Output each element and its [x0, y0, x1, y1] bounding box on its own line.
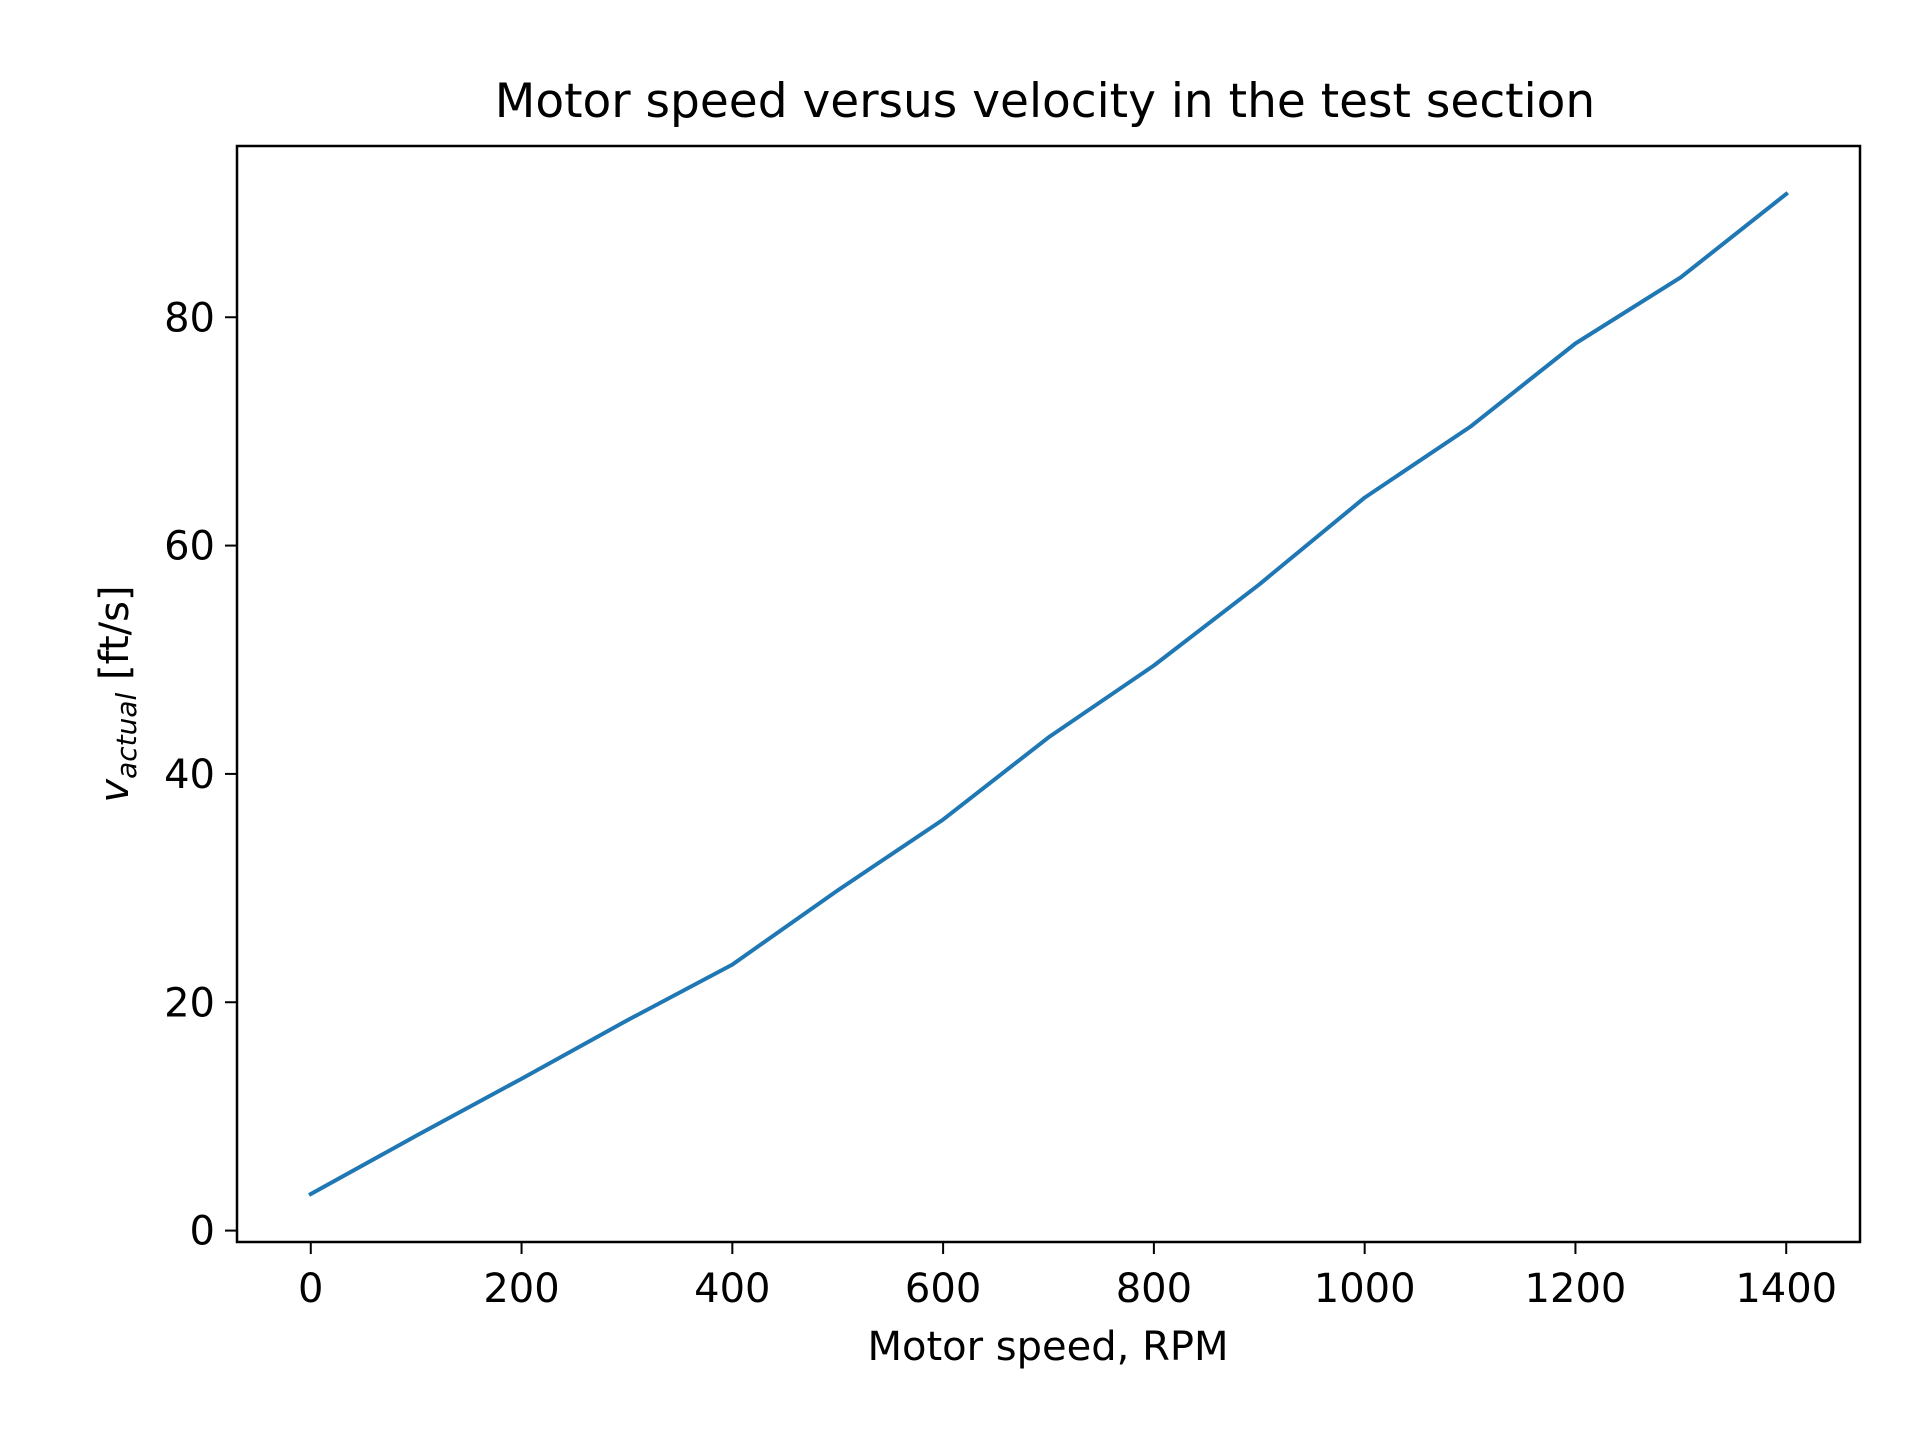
chart-title: Motor speed versus velocity in the test …	[495, 74, 1595, 129]
y-axis-label-symbol: v	[92, 778, 138, 803]
x-tick-label: 600	[905, 1266, 981, 1312]
x-axis: 0 200 400 600 800 1000 1200 1400	[298, 1242, 1837, 1312]
y-tick-label: 80	[164, 295, 215, 341]
x-tick-label: 200	[483, 1266, 559, 1312]
y-tick-label: 20	[164, 980, 215, 1026]
x-tick-label: 400	[694, 1266, 770, 1312]
y-axis-label-subscript: actual	[110, 692, 143, 778]
y-tick-label: 40	[164, 752, 215, 798]
x-axis-label: Motor speed, RPM	[868, 1324, 1229, 1370]
plot-area	[308, 191, 1790, 1197]
x-tick-label: 800	[1116, 1266, 1192, 1312]
x-tick-label: 1400	[1735, 1266, 1837, 1312]
x-tick-label: 1200	[1525, 1266, 1627, 1312]
series-line-0	[308, 191, 1790, 1197]
y-axis-label-unit: [ft/s]	[92, 585, 138, 692]
x-tick-label: 0	[298, 1266, 323, 1312]
x-tick-label: 1000	[1314, 1266, 1416, 1312]
y-tick-label: 0	[190, 1209, 215, 1255]
axes-frame	[235, 144, 1862, 1244]
y-tick-label: 60	[164, 524, 215, 570]
y-axis: 0 20 40 60 80	[164, 295, 237, 1255]
y-axis-label: vactual [ft/s]	[92, 585, 143, 802]
